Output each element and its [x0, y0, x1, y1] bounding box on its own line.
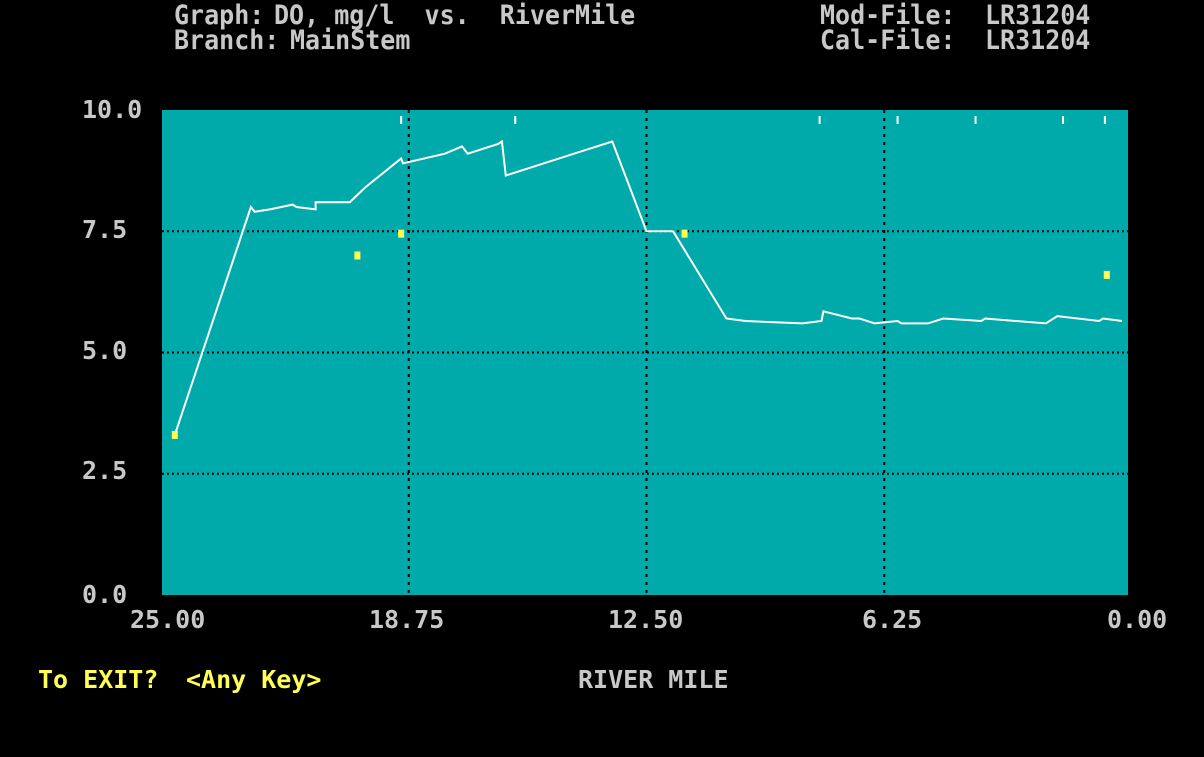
- branch-label: Branch:: [174, 24, 280, 56]
- x-tick-label: 25.00: [130, 605, 206, 634]
- exit-prompt: To EXIT?: [38, 665, 159, 694]
- x-tick-label: 6.25: [862, 605, 923, 634]
- cal-file-value: LR31204: [985, 24, 1091, 56]
- x-axis-label: RIVER MILE: [578, 665, 729, 694]
- top-marker: [514, 116, 517, 124]
- exit-key-hint[interactable]: <Any Key>: [186, 665, 322, 694]
- observed-data-point: [1103, 270, 1110, 279]
- chart-title: DO, mg/l vs. RiverMile: [274, 0, 636, 31]
- top-marker: [896, 116, 899, 124]
- x-tick-label: 18.75: [369, 605, 445, 634]
- model-series-line: [173, 139, 1123, 436]
- cal-file-label: Cal-File:: [820, 24, 956, 56]
- x-tick-label: 0.00: [1107, 605, 1168, 634]
- observed-data-point: [681, 229, 688, 238]
- y-tick-label: 0.0: [82, 580, 128, 609]
- observed-data-point: [354, 251, 361, 260]
- observed-data-point: [398, 229, 405, 238]
- mod-file-label: Mod-File:: [820, 0, 956, 31]
- plot-area: [162, 110, 1128, 595]
- graph-label: Graph:: [174, 0, 265, 31]
- top-marker: [400, 116, 403, 124]
- top-marker: [1062, 116, 1065, 124]
- mod-file-value: LR31204: [985, 0, 1091, 31]
- y-tick-label: 5.0: [82, 336, 128, 365]
- chart-svg: [162, 110, 1128, 595]
- top-marker: [818, 116, 821, 124]
- top-marker: [974, 116, 977, 124]
- x-tick-label: 12.50: [608, 605, 684, 634]
- y-tick-label: 7.5: [82, 215, 128, 244]
- y-tick-label: 2.5: [82, 456, 128, 485]
- y-tick-label: 10.0: [82, 95, 143, 124]
- branch-value: MainStem: [290, 24, 411, 56]
- observed-data-point: [171, 430, 178, 439]
- top-marker: [1103, 116, 1106, 124]
